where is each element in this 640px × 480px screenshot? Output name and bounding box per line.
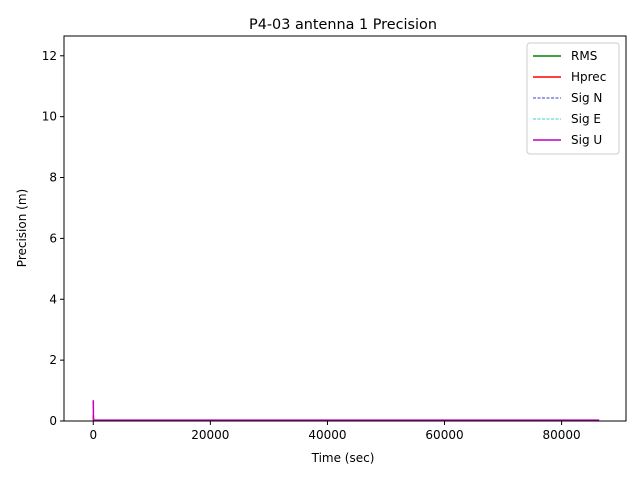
x-axis-label: Time (sec): [311, 451, 375, 465]
legend-label: Sig U: [571, 133, 602, 147]
legend-label: Sig N: [571, 91, 602, 105]
legend-label: RMS: [571, 49, 597, 63]
y-axis-label: Precision (m): [15, 189, 29, 267]
x-tick-label: 80000: [543, 428, 581, 442]
y-axis-ticks: 0 2 4 6 8 10 12: [42, 49, 64, 428]
x-axis-ticks: 0 20000 40000 60000 80000: [89, 421, 581, 442]
legend: RMS Hprec Sig N Sig E Sig U: [526, 42, 620, 155]
y-tick-label: 12: [42, 49, 57, 63]
y-tick-label: 8: [49, 171, 57, 185]
x-tick-label: 20000: [191, 428, 229, 442]
legend-label: Hprec: [571, 70, 606, 84]
plot-frame: [63, 35, 627, 422]
y-tick-label: 10: [42, 110, 57, 124]
plot-lines: [92, 400, 600, 422]
x-tick-label: 60000: [425, 428, 463, 442]
x-tick-label: 0: [89, 428, 97, 442]
chart-title: P4-03 antenna 1 Precision: [249, 17, 437, 33]
x-tick-label: 40000: [308, 428, 346, 442]
series-line-sig-u: [92, 400, 600, 421]
legend-box: [526, 42, 620, 155]
y-tick-label: 6: [49, 231, 57, 245]
legend-label: Sig E: [571, 112, 601, 126]
y-tick-label: 2: [49, 353, 57, 367]
y-tick-label: 0: [49, 414, 57, 428]
y-tick-label: 4: [49, 292, 57, 306]
